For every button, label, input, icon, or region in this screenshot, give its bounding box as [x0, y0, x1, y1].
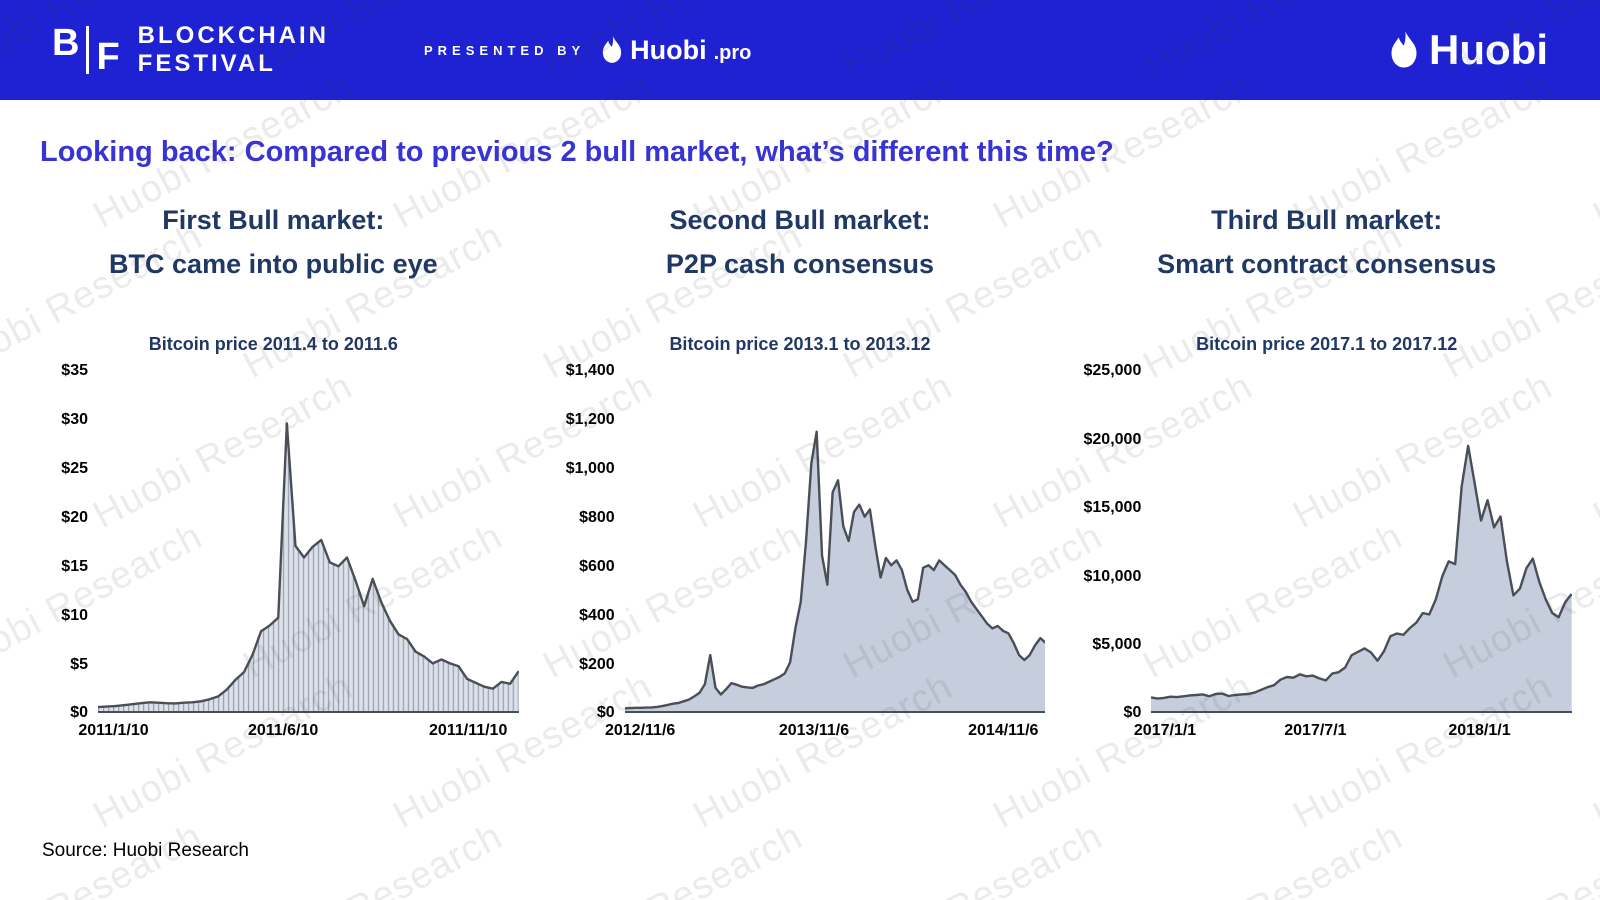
- x-axis-tick-label: 2014/11/6: [968, 722, 1039, 740]
- watermark-text: Huobi Research: [537, 815, 810, 900]
- y-axis-tick-label: $400: [579, 606, 615, 624]
- price-line: [624, 430, 1046, 710]
- huobi-pro-logo: Huobi .pro: [601, 35, 751, 66]
- x-axis-tick-label: 2011/1/10: [78, 722, 149, 740]
- price-line: [98, 422, 519, 709]
- area-fill: [1151, 446, 1573, 712]
- x-axis-tick-label: 2017/1/1: [1133, 722, 1197, 740]
- chart-title: Bitcoin price 2017.1 to 2017.12: [1196, 334, 1458, 355]
- y-axis-tick-label: $1,200: [565, 411, 615, 429]
- x-axis-tick-label: 2012/11/6: [604, 722, 676, 740]
- presenter-suffix: .pro: [713, 41, 752, 64]
- chart-panel-second-bull-market: Second Bull market: P2P cash consensus B…: [543, 199, 1058, 747]
- logo-divider: [86, 26, 90, 74]
- panel-heading: Third Bull market: Smart contract consen…: [1069, 199, 1584, 286]
- watermark-text: Huobi Research: [837, 815, 1110, 900]
- x-axis-tick-label: 2018/1/1: [1448, 722, 1511, 740]
- watermark-text: Huobi Research: [1437, 815, 1600, 900]
- y-axis: $1,400 $1,200 $1,000 $800 $600 $400 $200 $0: [543, 362, 625, 721]
- y-axis-tick-label: $200: [579, 655, 615, 673]
- panel-heading-line-1: Second Bull market:: [669, 205, 931, 235]
- huobi-wordmark: Huobi: [1429, 26, 1548, 73]
- area-fill: [624, 432, 1046, 712]
- header: B F BLOCKCHAIN FESTIVAL PRESENTED BY Huo…: [0, 0, 1600, 100]
- brand-line-1: BLOCKCHAIN: [137, 22, 329, 50]
- y-axis-tick-label: $1,400: [565, 362, 615, 380]
- y-axis-tick-label: $5: [70, 655, 88, 673]
- panel-heading: First Bull market: BTC came into public …: [16, 199, 531, 286]
- area-chart-svg: [98, 422, 519, 712]
- y-axis-tick-label: $0: [70, 704, 88, 722]
- bitcoin-price-chart-2011: $35 $30 $25 $20 $15 $10 $5 $0 2011/1/10 2011/6/1…: [16, 362, 531, 747]
- chart-panel-third-bull-market: Third Bull market: Smart contract consen…: [1069, 199, 1584, 747]
- y-axis-tick-label: $15: [61, 557, 88, 575]
- blockchain-festival-logo: B F: [52, 22, 120, 78]
- x-axis: 2017/1/1 2017/7/1 2018/1/1: [1134, 722, 1572, 747]
- y-axis-tick-label: $5,000: [1092, 636, 1142, 654]
- x-axis: 2012/11/6 2013/11/6 2014/11/6: [605, 722, 1046, 747]
- plot-area: [624, 371, 1046, 714]
- plot-area: [98, 371, 519, 714]
- chart-panel-first-bull-market: First Bull market: BTC came into public …: [16, 199, 531, 747]
- x-axis-tick-label: 2017/7/1: [1284, 722, 1347, 740]
- y-axis-tick-label: $20,000: [1083, 430, 1142, 448]
- watermark-text: Huobi Research: [1137, 815, 1410, 900]
- y-axis-tick-label: $30: [61, 411, 88, 429]
- y-axis-tick-label: $600: [579, 557, 615, 575]
- panel-heading-line-2: BTC came into public eye: [109, 248, 438, 279]
- area-fill: [98, 423, 519, 712]
- presented-by-group: PRESENTED BY Huobi .pro: [424, 35, 751, 66]
- y-axis-tick-label: $35: [61, 362, 88, 380]
- charts-row: First Bull market: BTC came into public …: [0, 199, 1600, 747]
- price-line: [1151, 445, 1573, 701]
- y-axis-tick-label: $0: [596, 704, 615, 722]
- y-axis-tick-label: $20: [61, 509, 88, 527]
- y-axis-tick-label: $800: [579, 509, 615, 527]
- huobi-flame-icon: [602, 36, 622, 63]
- x-axis-tick-label: 2011/6/10: [247, 722, 319, 740]
- presented-by-label: PRESENTED BY: [424, 42, 586, 58]
- area-chart-svg: [1151, 445, 1573, 712]
- y-axis-tick-label: $10,000: [1083, 567, 1142, 585]
- logo-letter-f: F: [96, 35, 120, 78]
- panel-heading-line-2: P2P cash consensus: [665, 248, 935, 279]
- brand-name: BLOCKCHAIN FESTIVAL: [138, 22, 329, 77]
- page-title: Looking back: Compared to previous 2 bul…: [40, 136, 1114, 168]
- plot-area: [1151, 371, 1573, 714]
- source-note: Source: Huobi Research: [42, 840, 249, 861]
- presenter-name: Huobi: [630, 34, 707, 65]
- brand-line-2: FESTIVAL: [137, 50, 276, 77]
- y-axis-tick-label: $15,000: [1083, 499, 1142, 517]
- y-axis-tick-label: $25,000: [1083, 362, 1142, 380]
- huobi-flame-icon: [1391, 31, 1417, 68]
- chart-title: Bitcoin price 2011.4 to 2011.6: [148, 334, 398, 355]
- area-chart-svg: [624, 430, 1046, 712]
- x-axis: 2011/1/10 2011/6/10 2011/11/10: [78, 722, 519, 747]
- y-axis: $35 $30 $25 $20 $15 $10 $5 $0: [16, 362, 98, 721]
- chart-title: Bitcoin price 2013.1 to 2013.12: [669, 334, 931, 355]
- x-axis-tick-label: 2013/11/6: [778, 722, 850, 740]
- huobi-logo: Huobi: [1389, 26, 1548, 74]
- x-axis-tick-label: 2011/11/10: [429, 722, 508, 740]
- panel-heading: Second Bull market: P2P cash consensus: [543, 199, 1058, 286]
- bitcoin-price-chart-2013: $1,400 $1,200 $1,000 $800 $600 $400 $200 $0 201…: [543, 362, 1058, 747]
- y-axis-tick-label: $0: [1123, 704, 1142, 722]
- panel-heading-line-2: Smart contract consensus: [1157, 248, 1497, 279]
- y-axis-tick-label: $10: [61, 606, 88, 624]
- logo-letter-b: B: [52, 21, 80, 64]
- watermark-text: Huobi Research: [237, 815, 510, 900]
- y-axis: $25,000 $20,000 $15,000 $10,000 $5,000 $0: [1069, 362, 1151, 721]
- bitcoin-price-chart-2017: $25,000 $20,000 $15,000 $10,000 $5,000 $0 201…: [1069, 362, 1584, 747]
- panel-heading-line-1: Third Bull market:: [1211, 205, 1443, 235]
- panel-heading-line-1: First Bull market:: [162, 205, 385, 235]
- y-axis-tick-label: $1,000: [565, 460, 615, 478]
- y-axis-tick-label: $25: [61, 460, 88, 478]
